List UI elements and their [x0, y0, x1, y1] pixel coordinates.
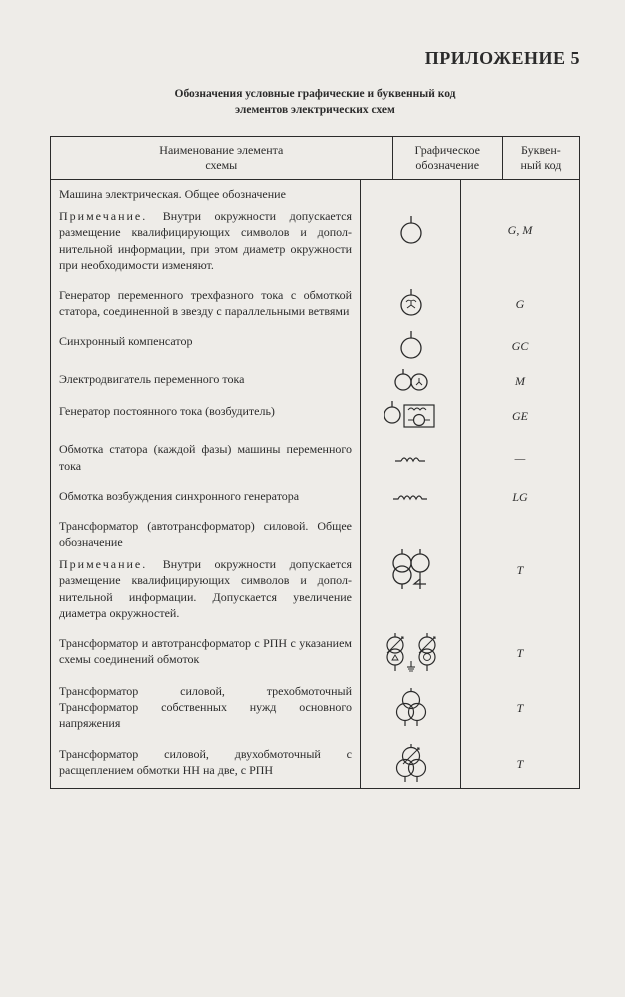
row-symbol: [361, 512, 461, 629]
header-code-l2: ный код: [520, 158, 561, 172]
row-symbol: [361, 740, 461, 788]
header-graphic-l2: обозначение: [415, 158, 479, 172]
coil-icon: [391, 489, 431, 505]
row-name: Трансформатор и автотрансформатор с РПН …: [51, 629, 361, 677]
row-symbol: [361, 365, 461, 397]
row-code: GC: [461, 327, 579, 365]
row-symbol: [361, 435, 461, 481]
row-symbol: [361, 281, 461, 327]
row-code: —: [461, 435, 579, 481]
row-symbol: [361, 482, 461, 512]
note-label: Примечание.: [59, 557, 163, 571]
circle-star-icon: [396, 289, 426, 319]
subtitle-line2: элементов электрических схем: [235, 104, 395, 116]
coil-open-icon: [393, 451, 429, 467]
dc-generator-icon: [384, 401, 438, 431]
row-symbol: [361, 629, 461, 677]
row-symbol: [361, 180, 461, 281]
col-header-graphic: Графическое обозначение: [392, 137, 502, 180]
transformer-3w-icon: [393, 688, 429, 728]
row-name: Генератор переменного трехфазного тока с…: [51, 281, 361, 327]
two-circles-y-icon: [393, 369, 429, 393]
row-code: T: [461, 740, 579, 788]
row-name-strong: Трансформатор (автотрансформатор) силово…: [59, 519, 352, 549]
row-code: G, M: [461, 180, 579, 281]
row-symbol: [361, 397, 461, 435]
note-label: Примечание.: [59, 209, 163, 223]
subtitle: Обозначения условные графические и букве…: [50, 87, 580, 118]
circle-lead-icon: [396, 216, 426, 246]
symbols-table: Наименование элемента схемы Графическое …: [50, 136, 580, 789]
row-code: T: [461, 512, 579, 629]
header-name-l1: Наименование элемента: [159, 143, 283, 157]
subtitle-line1: Обозначения условные графические и букве…: [175, 88, 456, 100]
row-name: Трансформатор (автотрансформатор) силово…: [51, 512, 361, 629]
header-graphic-l1: Графическое: [415, 143, 480, 157]
transformer-icon: [388, 549, 434, 591]
row-name: Генератор постоянного тока (возбудитель): [51, 397, 361, 435]
col-header-code: Буквен- ный код: [502, 137, 579, 180]
row-name: Трансформатор силовой, трехобмоточный Тр…: [51, 677, 361, 740]
row-code: M: [461, 365, 579, 397]
row-code: G: [461, 281, 579, 327]
table-body: Машина электрическая. Общее обозначение П…: [51, 180, 579, 788]
row-name: Трансформатор силовой, двухобмоточный с …: [51, 740, 361, 788]
row-name: Обмотка возбуждения синхронного генерато…: [51, 482, 361, 512]
col-header-name: Наименование элемента схемы: [51, 137, 393, 180]
row-code: GE: [461, 397, 579, 435]
row-code: LG: [461, 482, 579, 512]
row-name: Электродвигатель переменного тока: [51, 365, 361, 397]
transformer-split-icon: [393, 744, 429, 784]
row-code: T: [461, 677, 579, 740]
transformer-rpn-icon: [383, 633, 439, 673]
circle-lead-icon: [396, 331, 426, 361]
row-symbol: [361, 327, 461, 365]
row-name: Машина электрическая. Общее обозначение П…: [51, 180, 361, 281]
row-name: Синхронный компенсатор: [51, 327, 361, 365]
header-code-l1: Буквен-: [521, 143, 561, 157]
header-name-l2: схемы: [205, 158, 237, 172]
appendix-title: ПРИЛОЖЕНИЕ 5: [50, 48, 580, 69]
row-name: Обмотка статора (каждой фазы) машины пер…: [51, 435, 361, 481]
row-symbol: [361, 677, 461, 740]
row-name-strong: Машина электрическая. Общее обозначение: [59, 187, 286, 201]
row-code: T: [461, 629, 579, 677]
